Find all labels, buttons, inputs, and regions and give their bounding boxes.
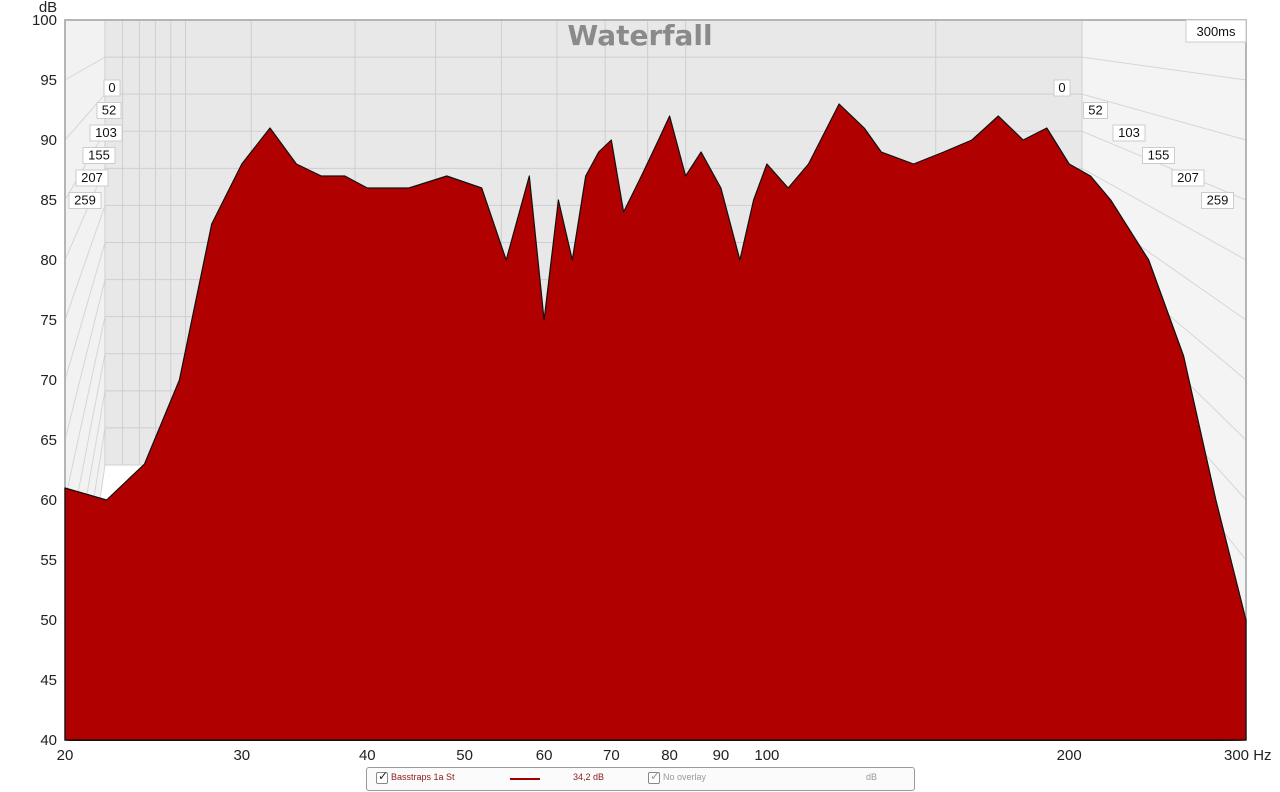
y-tick-label: 100 bbox=[32, 12, 57, 29]
y-tick-label: 50 bbox=[40, 612, 57, 629]
grid-line-left bbox=[64, 56, 106, 81]
time-slice-label-text: 207 bbox=[1177, 170, 1199, 185]
time-slice-label-right: 103 bbox=[1112, 124, 1146, 142]
time-slice-label-box bbox=[89, 124, 123, 142]
x-tick-label: 200 bbox=[1057, 747, 1082, 764]
y-tick-label: 65 bbox=[40, 432, 57, 449]
y-tick-label: 70 bbox=[40, 372, 57, 389]
time-slice-label-text: 0 bbox=[1058, 80, 1065, 95]
checkmark-icon: ✓ bbox=[378, 769, 389, 783]
chart-title: Waterfall bbox=[567, 19, 712, 52]
x-tick-label: 90 bbox=[713, 747, 730, 764]
legend-unit: dB bbox=[866, 772, 878, 782]
time-slice-label-box bbox=[1112, 124, 1146, 142]
time-slice-label-left: 207 bbox=[75, 169, 109, 187]
grid-line-right bbox=[1081, 56, 1247, 81]
time-slice-label-box bbox=[68, 192, 102, 209]
time-slice-label-text: 52 bbox=[1088, 103, 1102, 118]
time-slice-label-text: 103 bbox=[1118, 125, 1140, 140]
time-slice-label-box bbox=[1053, 79, 1071, 97]
x-tick-label: 70 bbox=[603, 747, 620, 764]
legend-bar: ✓ Basstraps 1a St 34,2 dB ✓ No overlay d… bbox=[366, 767, 915, 791]
slices-layer bbox=[64, 103, 1247, 741]
grid-line-left bbox=[64, 205, 106, 321]
grid-line-right bbox=[1081, 93, 1247, 141]
time-slice-label-box bbox=[1171, 169, 1205, 187]
legend-level: 34,2 dB bbox=[573, 772, 605, 782]
time-slice-label-right: 155 bbox=[1142, 147, 1175, 164]
grid-line-right bbox=[1081, 167, 1247, 261]
overlay-checkbox[interactable]: ✓ bbox=[648, 769, 661, 784]
checkmark-icon: ✓ bbox=[650, 769, 661, 783]
time-slice-label-text: 0 bbox=[108, 80, 115, 95]
time-slice-label-box bbox=[1083, 102, 1108, 119]
time-slice-label-right: 52 bbox=[1083, 102, 1108, 119]
y-tick-label: 85 bbox=[40, 192, 57, 209]
x-tick-label: 300 Hz bbox=[1224, 747, 1272, 764]
time-slice-label-right: 0 bbox=[1053, 79, 1071, 97]
time-slice-label-box bbox=[103, 79, 121, 97]
time-slice-label-box bbox=[96, 102, 122, 119]
x-tick-label: 20 bbox=[57, 747, 74, 764]
time-slice-label-left: 52 bbox=[96, 102, 122, 119]
time-slice-label-box bbox=[1142, 147, 1175, 164]
y-tick-label: 55 bbox=[40, 552, 57, 569]
waterfall-slice bbox=[64, 103, 1247, 741]
y-tick-label: 40 bbox=[40, 732, 57, 749]
legend-series-name: Basstraps 1a St bbox=[391, 772, 455, 782]
time-slice-label-left: 103 bbox=[89, 124, 123, 142]
time-slice-label-text: 207 bbox=[81, 170, 103, 185]
y-tick-label: 60 bbox=[40, 492, 57, 509]
x-tick-label: 50 bbox=[456, 747, 473, 764]
grid-line-left bbox=[64, 242, 106, 381]
time-slice-label-left: 155 bbox=[82, 147, 116, 164]
time-slice-label-right: 207 bbox=[1171, 169, 1205, 187]
y-tick-label: 90 bbox=[40, 132, 57, 149]
time-slice-label-text: 103 bbox=[95, 125, 117, 140]
time-slice-label-box bbox=[75, 169, 109, 187]
y-tick-label: 95 bbox=[40, 72, 57, 89]
x-tick-label: 100 bbox=[754, 747, 779, 764]
x-tick-label: 60 bbox=[536, 747, 553, 764]
x-tick-label: 30 bbox=[233, 747, 250, 764]
time-range-label: 300ms bbox=[1196, 24, 1236, 39]
time-range-box: 300ms bbox=[1185, 19, 1247, 43]
time-slice-label-box bbox=[82, 147, 116, 164]
time-slice-label-text: 259 bbox=[74, 193, 96, 208]
time-slice-label-text: 259 bbox=[1207, 193, 1229, 208]
time-slice-label-text: 52 bbox=[102, 103, 116, 118]
time-slice-label-box bbox=[1201, 192, 1234, 209]
time-slice-label-text: 155 bbox=[88, 148, 110, 163]
grid-line-right bbox=[1081, 130, 1247, 201]
x-tick-label: 80 bbox=[661, 747, 678, 764]
time-slice-label-left: 259 bbox=[68, 192, 102, 209]
y-tick-label: 80 bbox=[40, 252, 57, 269]
legend-series-swatch bbox=[510, 778, 540, 780]
time-slice-label-text: 155 bbox=[1148, 148, 1170, 163]
legend-overlay: No overlay bbox=[663, 772, 707, 782]
grid-line-left bbox=[64, 130, 106, 201]
time-slice-label-right: 259 bbox=[1201, 192, 1234, 209]
x-tick-label: 40 bbox=[359, 747, 376, 764]
series-visibility-checkbox[interactable]: ✓ bbox=[376, 769, 389, 784]
time-slice-label-left: 0 bbox=[103, 79, 121, 97]
grid-line-left bbox=[64, 316, 106, 501]
y-tick-label: 75 bbox=[40, 312, 57, 329]
y-axis-unit-label: dB bbox=[39, 0, 57, 16]
grid-line-left bbox=[64, 279, 106, 441]
y-tick-label: 45 bbox=[40, 672, 57, 689]
time-labels-layer: 0 0 52 52 103 103 155 155 207 207 259 259 bbox=[68, 79, 1234, 209]
grid-line-left bbox=[64, 93, 106, 141]
